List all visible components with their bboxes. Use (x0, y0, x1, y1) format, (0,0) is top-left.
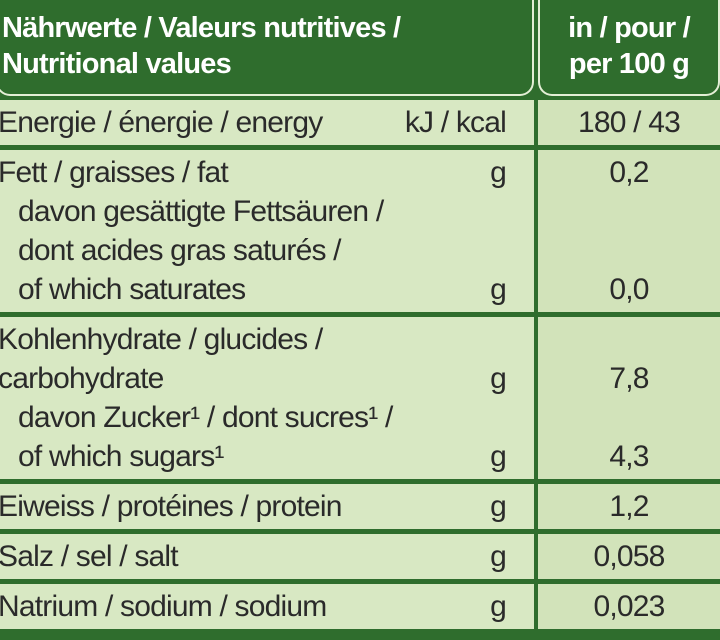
row-label: Salz / sel / salt (0, 540, 179, 573)
row-label-cell: Salz / sel / salt g (0, 534, 534, 579)
row-value: 0,0 (609, 273, 649, 306)
row-value-cell: 0,058 (538, 534, 720, 579)
row-unit: g (490, 273, 507, 306)
row-value-cell: 0,023 (538, 584, 720, 629)
row-unit: g (490, 440, 507, 473)
row-value: 0,2 (609, 156, 649, 189)
header-column-cell: in / pour / per 100 g (538, 0, 720, 96)
row-value: 7,8 (609, 362, 649, 395)
row-label: of which sugars¹ (18, 440, 224, 473)
row-value: 1,2 (609, 490, 649, 523)
row-label-cell: Kohlenhydrate / glucides / carbohydrate g d… (0, 317, 534, 479)
row-unit: g (490, 362, 507, 395)
header-column: per 100 g (568, 48, 690, 80)
row-unit: g (490, 590, 507, 623)
row-label: Eiweiss / protéines / protein (0, 490, 342, 523)
header-label-cell: Nährwerte / Valeurs nutritives / Nutriti… (0, 0, 534, 96)
row-value-cell: 180 / 43 (538, 100, 720, 145)
row-label-cell: Energie / énergie / energy kJ / kcal (0, 100, 534, 145)
row-label: Fett / graisses / fat (0, 156, 229, 189)
row-value: 4,3 (609, 440, 649, 473)
row-value: 0,058 (593, 540, 665, 573)
row-label: Natrium / sodium / sodium (0, 590, 327, 623)
header-label: Nährwerte / Valeurs nutritives / (2, 12, 401, 44)
row-label: dont acides gras saturés / (18, 234, 342, 267)
row-value-cell: 0,2 0,0 (538, 150, 720, 312)
row-label: davon gesättigte Fettsäuren / (18, 195, 384, 228)
row-value-cell: 1,2 (538, 484, 720, 529)
row-unit: g (490, 156, 507, 189)
row-label: Energie / énergie / energy (0, 106, 323, 139)
row-label-cell: Fett / graisses / fat g davon gesättigte F… (0, 150, 534, 312)
row-label: carbohydrate (0, 362, 164, 395)
row-value: 0,023 (593, 590, 665, 623)
row-label: Kohlenhydrate / glucides / (0, 323, 323, 356)
row-label: of which saturates (18, 273, 246, 306)
row-unit: g (490, 490, 507, 523)
row-value: 180 / 43 (577, 106, 681, 139)
header-label: Nutritional values (2, 48, 232, 80)
row-label: davon Zucker¹ / dont sucres¹ / (18, 401, 393, 434)
row-label-cell: Natrium / sodium / sodium g (0, 584, 534, 629)
row-unit: kJ / kcal (404, 106, 507, 139)
header-column: in / pour / (568, 12, 690, 44)
row-label-cell: Eiweiss / protéines / protein g (0, 484, 534, 529)
row-value-cell: 7,8 4,3 (538, 317, 720, 479)
row-unit: g (490, 540, 507, 573)
